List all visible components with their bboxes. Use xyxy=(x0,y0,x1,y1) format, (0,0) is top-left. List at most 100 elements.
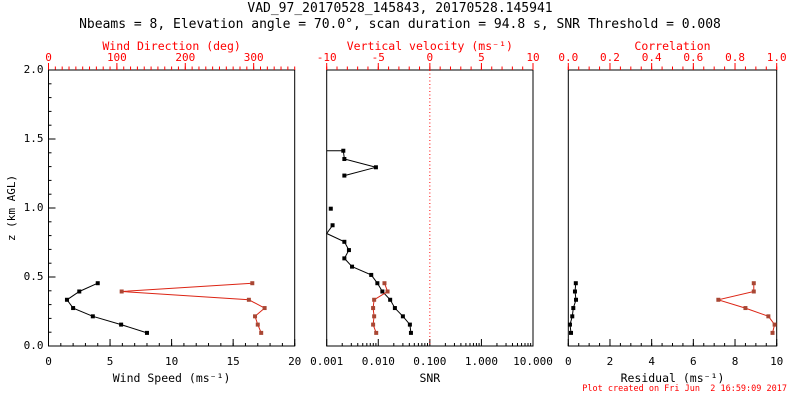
svg-text:4: 4 xyxy=(648,355,655,368)
plot-created-timestamp: Plot created on Fri Jun 2 16:59:09 2017 xyxy=(582,384,787,394)
snr-panel-top-axis: -10 -5 0 5 10 xyxy=(317,51,540,70)
snr-panel-bottom-axis: 0.001 0.010 0.100 1.000 10.000 xyxy=(310,339,553,368)
svg-text:20: 20 xyxy=(288,355,301,368)
correlation-point xyxy=(770,330,775,335)
snr-point xyxy=(388,297,393,302)
snr-point xyxy=(350,264,355,269)
svg-text:0.010: 0.010 xyxy=(362,355,395,368)
residual-point xyxy=(569,330,574,335)
svg-text:10.000: 10.000 xyxy=(513,355,553,368)
vertical-velocity-point xyxy=(372,314,377,319)
correlation-point xyxy=(766,314,771,319)
wind-direction-point xyxy=(259,330,264,335)
snr-point xyxy=(342,173,347,178)
correlation-point xyxy=(751,281,756,286)
wind-panel-top-axis-title: Wind Direction (deg) xyxy=(102,39,240,53)
svg-text:2.0: 2.0 xyxy=(24,63,44,76)
residual-point xyxy=(572,289,577,294)
svg-text:0: 0 xyxy=(45,355,52,368)
wind-speed-point xyxy=(71,306,76,311)
wind-panel: 0 5 10 15 20 Wind Speed (ms⁻¹) 0 100 200 300 Wind … xyxy=(5,39,301,385)
wind-speed-point xyxy=(119,322,124,327)
svg-text:6: 6 xyxy=(690,355,697,368)
residual-series xyxy=(567,281,579,335)
wind-speed-point xyxy=(64,297,69,302)
svg-text:0.0: 0.0 xyxy=(24,339,44,352)
residual-point xyxy=(574,297,579,302)
wind-direction-point xyxy=(262,306,267,311)
svg-text:0: 0 xyxy=(565,355,572,368)
z-axis-title: z (km AGL) xyxy=(5,175,18,241)
snr-point xyxy=(369,272,374,277)
wind-panel-top-axis: 0 100 200 300 xyxy=(45,51,296,70)
vertical-velocity-point xyxy=(372,297,377,302)
svg-text:5: 5 xyxy=(107,355,114,368)
svg-text:8: 8 xyxy=(732,355,739,368)
svg-text:0.5: 0.5 xyxy=(24,270,44,283)
residual-panel-top-axis-title: Correlation xyxy=(634,39,710,53)
snr-point xyxy=(407,322,412,327)
correlation-point xyxy=(751,289,756,294)
residual-point xyxy=(573,281,578,286)
svg-text:0.4: 0.4 xyxy=(642,51,662,64)
residual-point xyxy=(567,322,572,327)
svg-text:0.0: 0.0 xyxy=(558,51,578,64)
snr-point xyxy=(392,306,397,311)
residual-panel-top-axis: 0.0 0.2 0.4 0.6 0.8 1.0 xyxy=(558,51,787,70)
z-axis: 0.0 0.5 1.0 1.5 2.0 xyxy=(24,63,56,352)
wind-direction-point xyxy=(246,297,251,302)
vertical-velocity-point xyxy=(371,306,376,311)
snr-point xyxy=(400,314,405,319)
wind-speed-point xyxy=(90,314,95,319)
correlation-point xyxy=(772,322,777,327)
correlation-series xyxy=(716,281,777,335)
wind-direction-point xyxy=(119,289,124,294)
snr-series xyxy=(325,148,413,335)
residual-point xyxy=(571,306,576,311)
svg-text:10: 10 xyxy=(770,355,783,368)
vertical-velocity-point xyxy=(385,289,390,294)
plot-title: VAD_97_20170528_145843, 20170528.145941 xyxy=(247,1,553,16)
svg-text:1.0: 1.0 xyxy=(24,201,44,214)
snr-point xyxy=(342,157,347,162)
snr-point xyxy=(408,330,413,335)
residual-panel-bottom-axis-title: Residual (ms⁻¹) xyxy=(621,371,725,385)
svg-text:0: 0 xyxy=(45,51,52,64)
vertical-velocity-point xyxy=(371,322,376,327)
wind-panel-bottom-axis-title: Wind Speed (ms⁻¹) xyxy=(113,371,231,385)
snr-point xyxy=(375,281,380,286)
svg-text:10: 10 xyxy=(526,51,539,64)
snr-panel-bottom-axis-title: SNR xyxy=(419,371,440,385)
svg-text:10: 10 xyxy=(165,355,178,368)
svg-text:0.8: 0.8 xyxy=(725,51,745,64)
svg-text:0.001: 0.001 xyxy=(310,355,343,368)
snr-point xyxy=(330,223,335,228)
svg-text:5: 5 xyxy=(478,51,485,64)
wind-speed-point xyxy=(144,330,149,335)
residual-point xyxy=(570,314,575,319)
wind-direction-point xyxy=(255,322,260,327)
svg-text:0: 0 xyxy=(427,51,434,64)
snr-point xyxy=(342,256,347,261)
wind-direction-series xyxy=(119,281,267,335)
residual-panel: 0 2 4 6 8 10 Residual (ms⁻¹) 0.0 0.2 0.4 0.6 0.8 1.0… xyxy=(558,39,786,385)
svg-text:0.2: 0.2 xyxy=(600,51,620,64)
plot-subtitle: Nbeams = 8, Elevation angle = 70.0°, sca… xyxy=(79,17,721,32)
svg-text:15: 15 xyxy=(227,355,240,368)
snr-point xyxy=(341,148,346,153)
snr-panel-top-axis-title: Vertical velocity (ms⁻¹) xyxy=(347,39,513,53)
residual-panel-bottom-axis: 0 2 4 6 8 10 xyxy=(565,339,783,368)
wind-speed-point xyxy=(77,289,82,294)
wind-direction-point xyxy=(250,281,255,286)
svg-text:100: 100 xyxy=(107,51,127,64)
snr-point xyxy=(328,206,333,211)
snr-point xyxy=(373,165,378,170)
svg-text:0.6: 0.6 xyxy=(683,51,703,64)
vertical-velocity-point xyxy=(374,330,379,335)
wind-speed-point xyxy=(95,281,100,286)
svg-text:-10: -10 xyxy=(317,51,337,64)
vertical-velocity-series xyxy=(371,281,390,335)
snr-point xyxy=(346,248,351,253)
